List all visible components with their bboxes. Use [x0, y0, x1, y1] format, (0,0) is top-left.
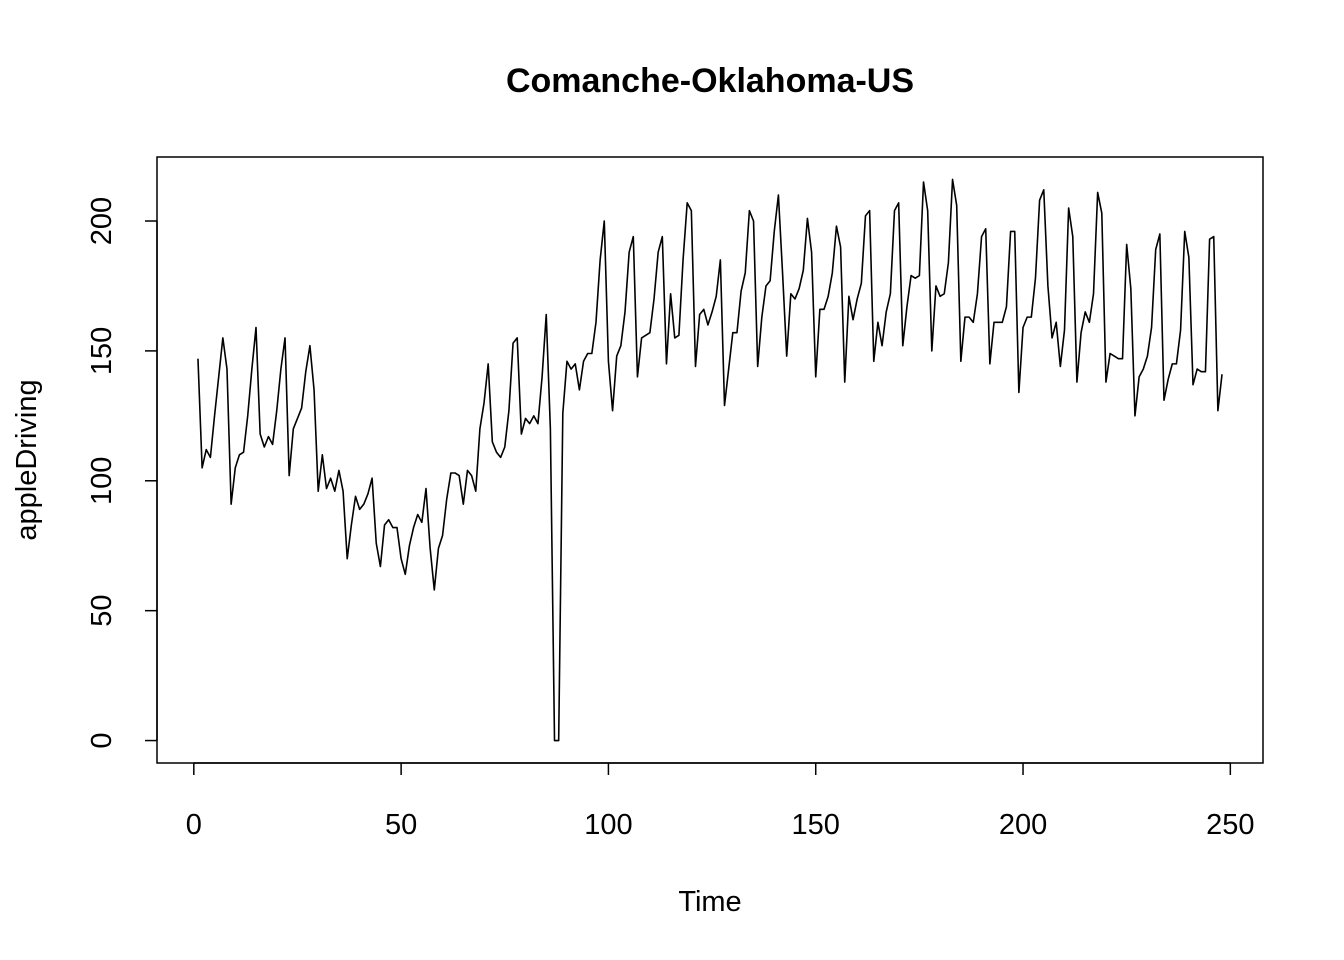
x-tick-label: 150: [792, 809, 840, 841]
y-tick-label: 50: [86, 595, 118, 627]
y-tick-label: 200: [86, 197, 118, 245]
y-tick-label: 0: [86, 732, 118, 748]
y-axis-label: appleDriving: [11, 379, 43, 540]
y-tick-label: 150: [86, 327, 118, 375]
x-tick-label: 200: [999, 809, 1047, 841]
x-tick-label: 250: [1206, 809, 1254, 841]
x-axis-label: Time: [678, 886, 741, 918]
x-tick-label: 50: [385, 809, 417, 841]
data-line: [197, 178, 1223, 742]
chart-title: Comanche-Oklahoma-US: [506, 62, 914, 100]
y-tick-label: 100: [86, 457, 118, 505]
x-tick-label: 0: [186, 809, 202, 841]
x-tick-label: 100: [584, 809, 632, 841]
